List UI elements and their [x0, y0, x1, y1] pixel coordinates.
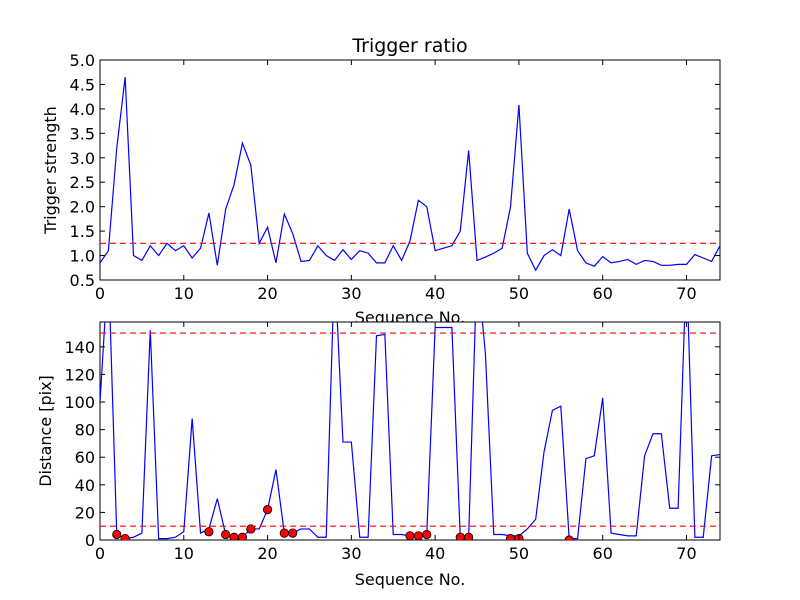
- trigger-ratio-y-tick-label: 2.0: [70, 198, 95, 217]
- trigger-ratio-x-tick-label: 50: [509, 284, 529, 303]
- trigger-ratio-x-tick-label: 0: [95, 284, 105, 303]
- distance-ticks: 0 10 20 30 40 50 60 70 0 20 40 60 80 100 120 140: [64, 322, 720, 563]
- trigger-ratio-plot: [100, 77, 720, 272]
- trigger-ratio-x-tick-label: 70: [676, 284, 696, 303]
- distance-x-tick-label: 60: [593, 544, 613, 563]
- trigger-ratio-y-tick-label: 1.5: [70, 222, 95, 241]
- distance-y-tick-label: 40: [75, 476, 95, 495]
- trigger-ratio-plot-area: [99, 59, 721, 281]
- distance-marker-point: [413, 531, 423, 540]
- distance-marker-point: [262, 505, 273, 515]
- distance-plot-area: [99, 321, 721, 541]
- trigger-ratio-x-tick-label: 60: [593, 284, 613, 303]
- distance-marker-point: [279, 528, 289, 538]
- distance-marker-point: [112, 529, 122, 540]
- distance-x-tick-label: 30: [341, 544, 361, 563]
- trigger-ratio-x-tick-label: 20: [257, 284, 277, 303]
- trigger-ratio-y-tick-label: 3.0: [70, 149, 95, 168]
- trigger-ratio-series-group: [100, 77, 720, 272]
- distance-marker-point: [204, 527, 214, 537]
- distance-axes: 0 10 20 30 40 50 60 70 0 20 40 60 80 100 120 140 Sequen…: [36, 321, 721, 589]
- distance-x-tick-label: 10: [174, 544, 194, 563]
- trigger-ratio-x-tick-label: 30: [341, 284, 361, 303]
- trigger-ratio-y-tick-label: 3.5: [70, 124, 95, 143]
- distance-x-tick-label: 70: [676, 544, 696, 563]
- distance-marker-point: [564, 535, 574, 540]
- distance-series-group: [100, 322, 720, 540]
- distance-x-tick-label: 20: [257, 544, 277, 563]
- distance-marker-point: [464, 532, 474, 540]
- distance-y-tick-label: 60: [75, 448, 95, 467]
- trigger-ratio-title: Trigger ratio: [351, 35, 467, 57]
- trigger-ratio-y-tick-label: 2.5: [70, 173, 95, 192]
- distance-y-tick-label: 20: [75, 503, 95, 522]
- distance-x-tick-label: 40: [425, 544, 445, 563]
- distance-y-tick-label: 80: [75, 421, 95, 440]
- trigger-ratio-y-tick-label: 5.0: [70, 51, 95, 70]
- trigger-ratio-series-line: [100, 77, 720, 272]
- trigger-ratio-x-tick-label: 40: [425, 284, 445, 303]
- distance-y-tick-label: 120: [64, 365, 95, 384]
- distance-marker-point: [237, 532, 248, 540]
- distance-y-label: Distance [pix]: [36, 375, 55, 487]
- trigger-ratio-y-label: Trigger strength: [41, 106, 60, 235]
- distance-marker-point: [405, 531, 415, 540]
- distance-y-tick-label: 100: [64, 393, 95, 412]
- trigger-ratio-axes: 0 10 20 30 40 50 60 70 0.5 1.0 1.5 2.0 2.5 3.0 3.5 4.0 4…: [41, 35, 721, 327]
- distance-y-tick-label: 140: [64, 338, 95, 357]
- trigger-ratio-ticks: 0 10 20 30 40 50 60 70 0.5 1.0 1.5 2.0 2.5 3.0 3.5 4.0 4…: [70, 51, 720, 303]
- distance-marker-point: [422, 529, 432, 540]
- distance-x-label: Sequence No.: [355, 570, 466, 589]
- distance-marker-point: [288, 528, 298, 538]
- trigger-ratio-y-tick-label: 4.5: [70, 75, 95, 94]
- trigger-ratio-y-tick-label: 0.5: [70, 271, 95, 290]
- distance-y-tick-label: 0: [85, 531, 95, 550]
- distance-plot: [100, 322, 720, 540]
- distance-marker-point: [120, 534, 130, 540]
- distance-x-tick-label: 0: [95, 544, 105, 563]
- distance-x-tick-label: 50: [509, 544, 529, 563]
- trigger-ratio-x-tick-label: 10: [174, 284, 194, 303]
- distance-marker-point: [246, 524, 256, 534]
- trigger-ratio-y-tick-label: 4.0: [70, 100, 95, 119]
- distance-marker-point: [221, 529, 231, 540]
- trigger-ratio-y-tick-label: 1.0: [70, 247, 95, 266]
